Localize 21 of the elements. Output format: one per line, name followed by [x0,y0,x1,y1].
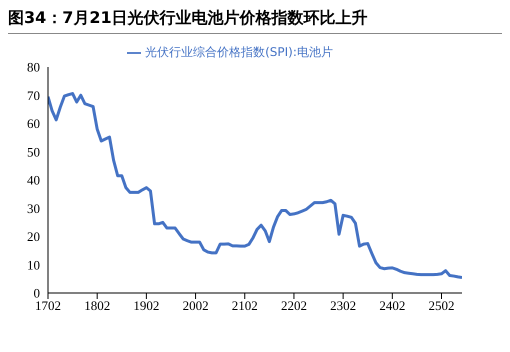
line-series [48,92,462,279]
y-tick-label: 40 [27,172,40,188]
y-tick-label: 20 [27,229,40,244]
x-tick-label: 1802 [84,298,110,314]
legend-label: 光伏行业综合价格指数(SPI):电池片 [145,45,333,59]
x-tick-label: 1702 [35,298,61,314]
x-tick-label: 2302 [330,298,356,314]
x-tick-label: 2102 [232,298,258,314]
y-tick-label: 70 [27,88,40,103]
y-tick-label: 0 [34,286,40,301]
y-tick-label: 80 [27,60,40,75]
x-tick-label: 2002 [182,298,209,314]
x-tick-label: 2502 [428,298,455,314]
y-tick-label: 10 [27,257,40,272]
y-tick-label: 30 [27,200,40,216]
x-tick-label: 2402 [379,298,406,314]
chart-title: 图34：7月21日光伏行业电池片价格指数环比上升 [8,8,502,34]
x-tick-label: 1902 [133,298,160,314]
y-tick-label: 50 [27,144,40,160]
x-tick-label: 2202 [280,298,307,314]
y-tick-label: 60 [27,116,40,132]
